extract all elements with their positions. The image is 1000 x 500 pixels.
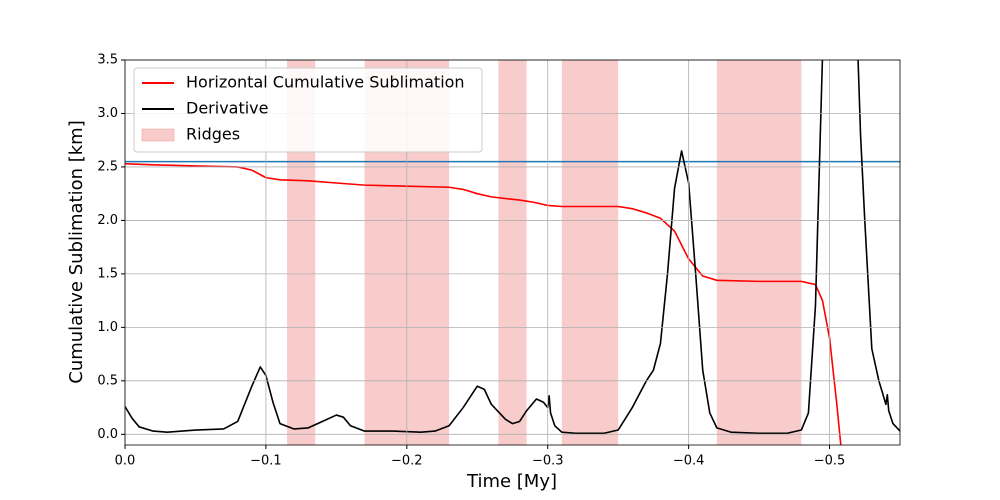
y-axis-label: Cumulative Sublimation [km]: [66, 120, 87, 384]
series-line: [125, 60, 900, 435]
legend-label: Ridges: [186, 125, 240, 144]
x-tick-label: −0.4: [673, 454, 705, 469]
y-tick-label: 0.5: [97, 373, 118, 388]
plot-frame: [124, 59, 901, 446]
x-tick-label: 0.0: [115, 454, 136, 469]
y-tick-label: 2.0: [97, 213, 118, 228]
x-tick-label: −0.2: [391, 454, 423, 469]
y-tick-label: 2.5: [97, 159, 118, 174]
y-tick-label: 0.0: [97, 427, 118, 442]
y-tick-label: 1.5: [97, 266, 118, 281]
ridge-span: [498, 60, 527, 445]
y-tick-label: 1.0: [97, 320, 118, 335]
legend-swatch: [141, 128, 175, 142]
legend-label: Derivative: [186, 99, 269, 118]
x-tick-label: −0.3: [532, 454, 564, 469]
legend-box: [133, 67, 483, 153]
x-axis-label: Time [My]: [466, 471, 557, 492]
y-tick-label: 3.0: [97, 106, 118, 121]
x-tick-label: −0.5: [814, 454, 846, 469]
ridge-span: [716, 60, 802, 445]
ridge-span: [561, 60, 619, 445]
series-line: [125, 162, 842, 445]
x-tick-label: −0.1: [250, 454, 282, 469]
legend-label: Horizontal Cumulative Sublimation: [186, 73, 465, 92]
y-tick-label: 3.5: [97, 53, 118, 68]
